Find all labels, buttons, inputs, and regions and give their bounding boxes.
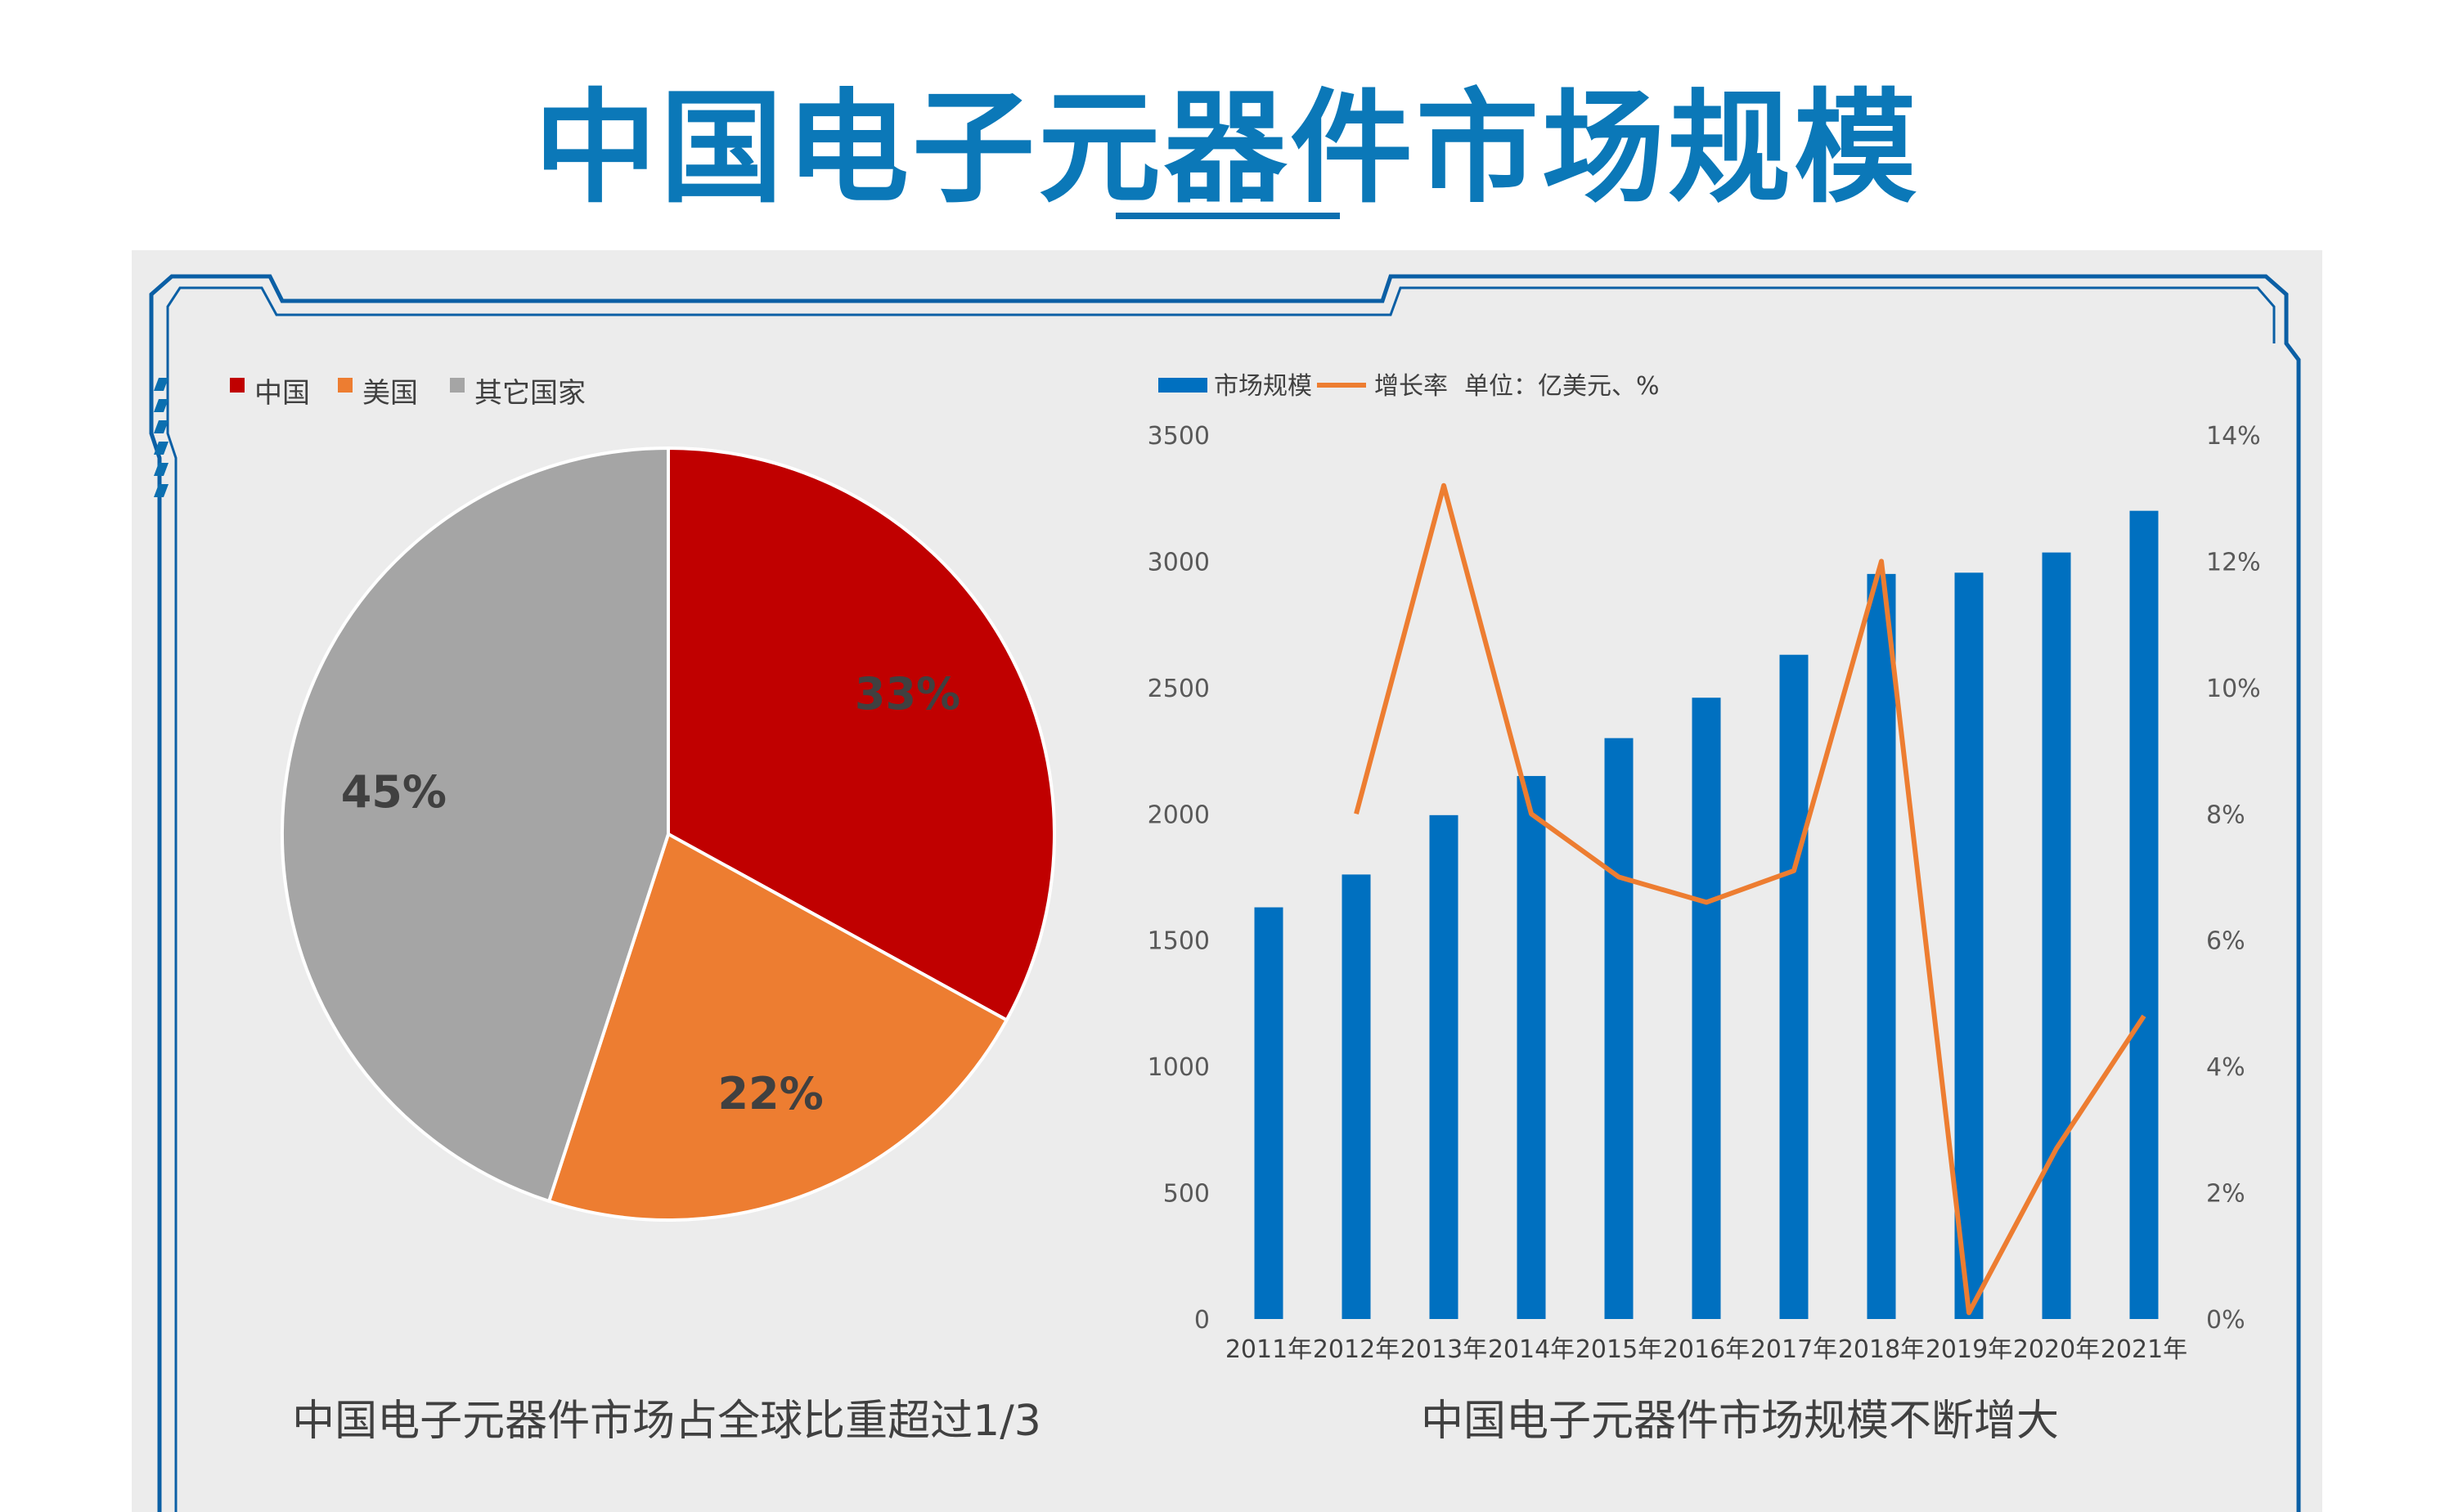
x-tick-label: 2013年 (1400, 1335, 1487, 1364)
bar (1604, 738, 1634, 1319)
legend-swatch (230, 378, 245, 393)
bar-caption: 中国电子元器件市场规模不断增大 (1420, 1397, 2060, 1446)
bar (1692, 698, 1721, 1319)
y-tick-label: 2000 (1148, 801, 1210, 829)
legend-swatch (450, 378, 465, 393)
bar (1342, 874, 1371, 1319)
bar (1954, 572, 1984, 1319)
x-tick-label: 2020年 (2013, 1335, 2100, 1364)
x-tick-label: 2015年 (1575, 1335, 1662, 1364)
legend-label: 增长率 (1374, 372, 1448, 401)
bar-line-chart: 市场规模 增长率 单位：亿美元、% 0 500 1000 1500 2000 2500 3000 3… (1148, 372, 2261, 1364)
y-tick-label: 1500 (1148, 927, 1210, 956)
stripe (154, 463, 169, 476)
decorative-frame (149, 274, 2301, 1512)
stripe (154, 378, 169, 391)
y2-tick-label: 4% (2206, 1053, 2245, 1082)
x-tick-label: 2017年 (1751, 1335, 1837, 1364)
x-tick-label: 2012年 (1313, 1335, 1400, 1364)
pie-label: 22% (717, 1068, 823, 1119)
growth-line (1354, 482, 2146, 1316)
pie-label: 45% (341, 766, 447, 818)
x-tick-label: 2014年 (1488, 1335, 1575, 1364)
decorative-stripes (154, 378, 169, 497)
bar (2129, 510, 2159, 1319)
y2-tick-label: 12% (2206, 548, 2261, 577)
stripe (154, 442, 169, 455)
y-tick-label: 500 (1163, 1180, 1210, 1209)
y2-tick-label: 0% (2206, 1306, 2245, 1335)
legend-label: 其它国家 (474, 377, 586, 410)
legend-label: 中国 (254, 377, 310, 410)
unit-note: 单位：亿美元、% (1464, 372, 1660, 401)
bar (2042, 552, 2071, 1319)
y-tick-label: 2500 (1148, 675, 1210, 703)
legend-label: 市场规模 (1214, 372, 1312, 401)
y2-tick-label: 6% (2206, 927, 2245, 956)
x-tick-label: 2021年 (2101, 1335, 2187, 1364)
pie-caption: 中国电子元器件市场占全球比重超过1/3 (292, 1397, 1041, 1446)
stripe (154, 399, 169, 412)
y-tick-label: 3000 (1148, 548, 1210, 577)
y2-tick-label: 2% (2206, 1180, 2245, 1209)
bar (1779, 654, 1809, 1319)
y2-tick-label: 10% (2206, 675, 2261, 703)
x-tick-label: 2019年 (1926, 1335, 2012, 1364)
y2-tick-label: 8% (2206, 801, 2245, 829)
legend-label: 美国 (362, 377, 418, 410)
y-tick-label: 1000 (1148, 1053, 1210, 1082)
pie-label: 33% (855, 668, 960, 720)
legend-swatch-bar (1158, 378, 1207, 393)
pie-slice (281, 446, 670, 1204)
stripe (154, 420, 169, 433)
x-tick-label: 2018年 (1838, 1335, 1925, 1364)
bar (1254, 907, 1283, 1319)
pie-slice (546, 832, 1009, 1222)
x-tick-label: 2011年 (1225, 1335, 1312, 1364)
bar (1867, 573, 1896, 1319)
pie-chart: 中国 美国 其它国家 33% 22% 45% (230, 377, 1056, 1222)
page-title: 中国电子元器件市场规模 (533, 76, 1920, 220)
legend-swatch (338, 378, 353, 393)
bar (1429, 814, 1458, 1319)
pie-slice (667, 446, 1056, 1023)
x-tick-label: 2016年 (1663, 1335, 1750, 1364)
y-tick-label: 3500 (1148, 422, 1210, 451)
stripe (154, 484, 169, 497)
bar (1517, 775, 1546, 1319)
title-underline (1116, 213, 1340, 219)
y-tick-label: 0 (1194, 1306, 1210, 1335)
y2-tick-label: 14% (2206, 422, 2261, 451)
